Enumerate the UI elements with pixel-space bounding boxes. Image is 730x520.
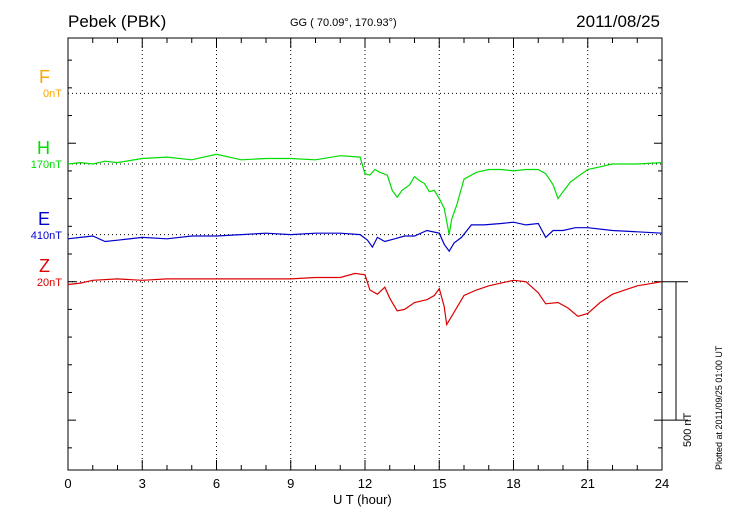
x-tick-label: 15: [432, 476, 446, 491]
x-tick-label: 9: [287, 476, 294, 491]
plotted-note: Plotted at 2011/09/25 01:00 UT: [714, 345, 724, 470]
x-tick-label: 0: [64, 476, 71, 491]
series-h-line: [67, 153, 663, 235]
channel-h-letter: H: [37, 138, 50, 158]
series-e-line: [67, 221, 663, 253]
station-title: Pebek (PBK): [68, 12, 167, 31]
x-tick-label: 6: [213, 476, 220, 491]
x-axis-label: U T (hour): [333, 492, 392, 507]
date-label: 2011/08/25: [576, 12, 660, 31]
channel-e-baseline: 410nT: [30, 229, 62, 242]
x-tick-labels: 0 3 6 9 12 15 18 21 24: [64, 476, 669, 491]
channel-f-letter: F: [39, 67, 50, 88]
x-tick-label: 24: [655, 476, 669, 491]
x-tick-label: 18: [506, 476, 520, 491]
scale-bar: [662, 281, 688, 421]
channel-h-baseline: 170nT: [30, 159, 62, 171]
x-tick-label: 3: [139, 476, 146, 491]
x-tick-label: 12: [358, 476, 372, 491]
scale-bar-label: 500 nT: [682, 412, 694, 447]
channel-z-letter: Z: [39, 255, 50, 276]
series-z-line: [67, 272, 663, 327]
series-lines: [67, 153, 663, 327]
x-tick-label: 21: [581, 476, 595, 491]
grid-lines: [68, 38, 662, 470]
axis-ticks: [67, 38, 663, 470]
channel-z-baseline: 20nT: [36, 276, 62, 289]
geographic-coordinates: GG ( 70.09°, 170.93°): [290, 17, 397, 29]
channel-e-letter: E: [37, 208, 50, 229]
channel-f-baseline: 0nT: [43, 88, 62, 101]
